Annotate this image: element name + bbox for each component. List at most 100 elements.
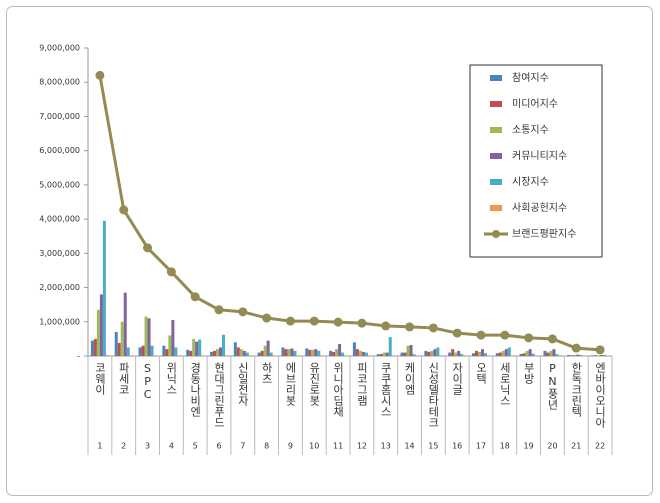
y-tick-label: 1,000,000 — [39, 317, 80, 326]
x-tick-label: 자이글 — [451, 362, 464, 395]
bar — [147, 318, 151, 356]
bar — [570, 355, 574, 356]
bar — [168, 335, 172, 356]
x-tick-label: 파세코 — [117, 362, 130, 395]
legend-swatch — [490, 205, 502, 211]
bar — [600, 354, 604, 356]
x-tick-label: 에브리봇 — [284, 362, 297, 406]
bar — [507, 347, 511, 356]
bar — [576, 354, 580, 356]
rank-label: 4 — [169, 442, 174, 451]
bar — [192, 338, 196, 356]
bar — [501, 350, 505, 356]
bar — [269, 352, 273, 356]
rank-label: 16 — [452, 442, 462, 451]
bar — [385, 352, 389, 356]
rank-label: 12 — [357, 442, 367, 451]
bar — [594, 355, 598, 356]
bar — [472, 353, 475, 356]
rank-label: 20 — [547, 442, 557, 451]
bar — [177, 355, 181, 356]
line-marker — [500, 330, 510, 340]
bar — [329, 350, 333, 356]
bar — [90, 340, 94, 356]
bar — [484, 353, 487, 356]
legend-swatch — [490, 179, 502, 185]
bar — [174, 347, 178, 356]
bar — [236, 347, 240, 356]
bar — [603, 354, 607, 356]
x-tick-label: 현대그린푸드 — [213, 362, 226, 428]
legend-label: 시장지수 — [512, 176, 549, 188]
line-marker — [333, 317, 343, 327]
bar — [552, 349, 556, 356]
bar — [126, 347, 130, 356]
bar — [481, 349, 484, 356]
rank-label: 7 — [240, 442, 245, 451]
line-marker — [119, 205, 129, 215]
bar — [138, 347, 142, 356]
rank-label: 14 — [404, 442, 414, 451]
bar — [460, 353, 464, 356]
legend-box — [469, 64, 603, 258]
x-tick-label: 세로닉스 — [498, 362, 511, 406]
bar — [320, 355, 324, 356]
y-tick-label: 7,000,000 — [39, 112, 80, 121]
bar — [597, 355, 601, 356]
bar — [400, 352, 404, 356]
bar — [531, 353, 535, 356]
bar — [102, 220, 106, 356]
bar — [332, 351, 336, 356]
x-tick-label: 케이엠 — [403, 362, 416, 395]
bar — [510, 355, 514, 356]
bar — [406, 345, 410, 356]
bar — [114, 332, 118, 356]
legend-label: 소통지수 — [512, 124, 549, 136]
bar — [165, 349, 169, 356]
bar — [93, 338, 97, 356]
line — [98, 75, 601, 352]
bar — [391, 355, 395, 356]
bar — [153, 355, 157, 356]
bar — [150, 345, 154, 356]
line-marker — [571, 343, 581, 353]
bar — [388, 337, 392, 356]
rank-label: 3 — [145, 442, 150, 451]
x-tick-label: PN풍년 — [546, 362, 559, 410]
bar — [284, 349, 288, 356]
bar — [287, 349, 291, 356]
rank-label: 8 — [264, 442, 269, 451]
rank-label: 13 — [381, 442, 391, 451]
bar — [543, 350, 547, 356]
bar — [233, 342, 237, 356]
legend-label: 사회공헌지수 — [512, 202, 567, 214]
bar — [144, 316, 148, 356]
bar — [439, 355, 443, 356]
bar — [305, 348, 309, 356]
x-tick-label: 피코그램 — [355, 362, 368, 406]
line-marker — [285, 316, 295, 326]
line-marker — [357, 318, 367, 328]
bar — [216, 349, 219, 356]
line-marker — [166, 267, 176, 277]
bar — [198, 339, 202, 356]
legend-marker — [492, 230, 500, 238]
rank-label: 21 — [571, 442, 581, 451]
bar — [281, 347, 285, 356]
bar — [382, 352, 386, 356]
x-tick-label: 위니아딤채 — [332, 362, 345, 417]
bar — [341, 352, 345, 356]
bar — [123, 292, 127, 356]
y-tick-label: 6,000,000 — [39, 146, 80, 155]
bar — [361, 351, 365, 356]
rank-label: 11 — [333, 442, 343, 451]
bar — [424, 350, 428, 356]
bar — [335, 349, 339, 356]
rank-label: 1 — [97, 442, 102, 451]
x-tick-label: 오텍 — [475, 362, 488, 384]
bar — [549, 350, 553, 356]
bar — [546, 352, 550, 356]
bar — [171, 320, 175, 356]
rank-label: 19 — [524, 442, 534, 451]
bar — [367, 355, 371, 356]
